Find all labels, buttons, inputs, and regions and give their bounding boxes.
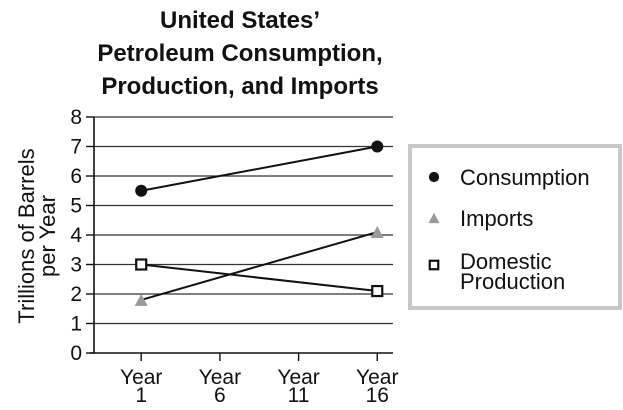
x-tick-label: Year [120, 366, 162, 389]
gridlines [94, 116, 393, 325]
legend-label: Domestic [460, 249, 552, 274]
y-tick-label: 5 [70, 195, 82, 218]
x-tick-label: 6 [214, 384, 226, 407]
legend-label: Production [460, 269, 565, 294]
legend-box [408, 144, 622, 310]
series-line-consumption [141, 145, 378, 192]
x-tick-label: Year [277, 366, 319, 389]
title-line: Petroleum Consumption, [97, 40, 382, 67]
data-point-imports [370, 226, 384, 239]
x-tick-label: 16 [366, 384, 389, 407]
series [134, 140, 384, 306]
chart-title: United States’ Petroleum Consumption, Prod… [97, 7, 382, 100]
data-point-consumption [135, 184, 148, 197]
x-tick-label: 11 [288, 384, 310, 407]
y-axis-label-line: per Year [35, 195, 60, 277]
data-point-domestic-production [135, 258, 148, 271]
title-line: Production, and Imports [101, 73, 378, 100]
y-tick-label: 8 [70, 106, 82, 129]
data-point-consumption [371, 140, 384, 153]
series-line-imports [140, 231, 378, 301]
legend-label: Imports [460, 206, 533, 231]
y-tick-label: 2 [70, 283, 82, 306]
series-line-domestic-production [141, 263, 378, 293]
x-tick-label: Year [356, 366, 398, 389]
x-tick-label: Year [199, 366, 241, 389]
legend-marker [428, 171, 440, 183]
y-tick-label: 0 [70, 342, 82, 365]
y-tick-label: 1 [70, 313, 82, 336]
y-tick-label: 7 [70, 136, 82, 159]
data-point-domestic-production [371, 284, 384, 298]
y-tick-label: 3 [70, 254, 82, 277]
data-point-imports [134, 293, 148, 306]
y-tick-label: 6 [70, 165, 82, 188]
x-tick-label: 1 [135, 384, 147, 407]
y-axis-label-line: Trillions of Barrels [14, 148, 39, 323]
y-tick-label: 4 [70, 224, 82, 247]
legend-marker [428, 259, 440, 271]
title-line: United States’ [160, 7, 320, 34]
legend-marker [428, 212, 440, 224]
legend-label: Consumption [460, 165, 590, 190]
